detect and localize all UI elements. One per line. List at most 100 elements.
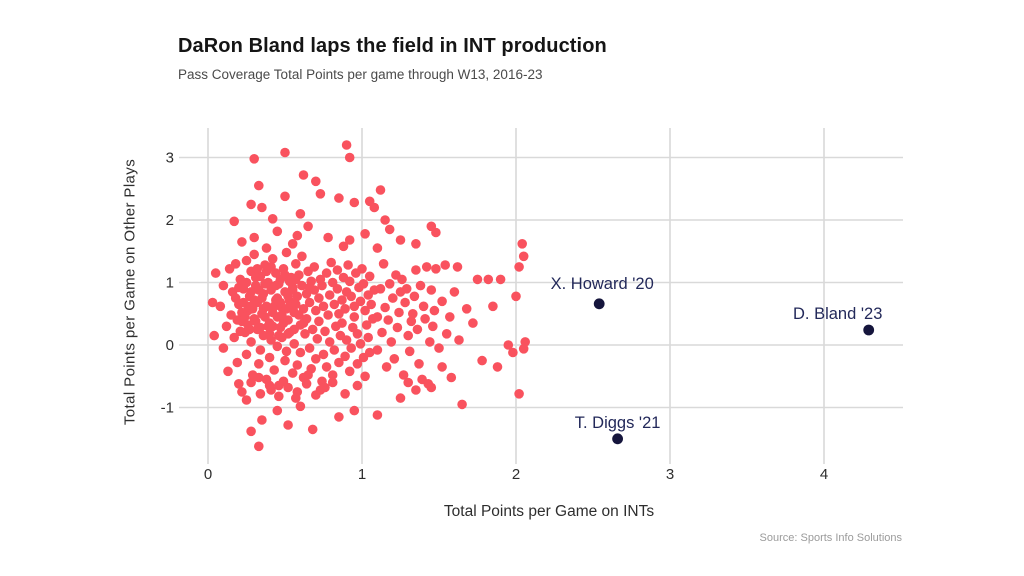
field-point bbox=[400, 297, 410, 308]
field-point bbox=[280, 147, 290, 158]
field-point bbox=[246, 287, 256, 297]
highlighted-point bbox=[612, 433, 623, 445]
field-point bbox=[249, 295, 259, 305]
point-label: X. Howard '20 bbox=[551, 275, 654, 293]
field-point bbox=[287, 239, 298, 249]
field-point bbox=[372, 410, 383, 420]
field-point bbox=[378, 259, 389, 269]
field-point bbox=[283, 420, 293, 430]
field-point bbox=[315, 385, 326, 395]
field-point bbox=[309, 262, 320, 272]
field-point bbox=[218, 343, 229, 353]
field-point bbox=[241, 349, 252, 360]
y-axis-title: Total Points per Game on Other Plays bbox=[121, 158, 139, 426]
field-point bbox=[341, 140, 352, 150]
field-point bbox=[357, 264, 367, 274]
field-point bbox=[291, 299, 301, 310]
field-point bbox=[311, 354, 321, 364]
field-point bbox=[341, 335, 352, 345]
field-point bbox=[503, 340, 514, 350]
field-point bbox=[209, 330, 219, 341]
field-point bbox=[412, 324, 423, 335]
field-point bbox=[397, 274, 407, 285]
field-point bbox=[207, 297, 218, 308]
field-point bbox=[234, 282, 244, 293]
field-point bbox=[472, 274, 483, 285]
field-point bbox=[281, 304, 292, 314]
field-point bbox=[398, 370, 409, 380]
field-point bbox=[241, 277, 252, 288]
field-point bbox=[267, 321, 278, 332]
chart-title: DaRon Bland laps the field in INT produc… bbox=[178, 35, 607, 57]
field-point bbox=[295, 209, 306, 219]
x-axis-title: Total Points per Game on INTs bbox=[443, 503, 655, 520]
field-point bbox=[315, 189, 326, 199]
field-point bbox=[250, 316, 261, 327]
field-point bbox=[223, 366, 233, 377]
field-point bbox=[266, 385, 276, 395]
highlighted-point bbox=[593, 298, 605, 310]
field-point bbox=[229, 216, 239, 227]
field-point bbox=[317, 280, 327, 291]
field-point bbox=[246, 337, 256, 347]
field-point bbox=[518, 344, 529, 354]
field-point bbox=[312, 334, 323, 344]
field-point bbox=[307, 424, 318, 435]
field-point bbox=[344, 152, 355, 163]
field-point bbox=[320, 326, 330, 337]
field-point bbox=[406, 316, 417, 327]
field-point bbox=[508, 347, 518, 358]
field-point bbox=[384, 279, 395, 289]
point-label: T. Diggs '21 bbox=[575, 414, 661, 432]
field-point bbox=[218, 280, 229, 291]
field-point bbox=[441, 329, 452, 339]
field-point bbox=[230, 293, 241, 303]
field-point bbox=[340, 351, 350, 362]
field-point bbox=[394, 307, 404, 318]
field-point bbox=[260, 312, 270, 322]
field-point bbox=[255, 345, 266, 355]
field-point bbox=[468, 318, 478, 328]
field-point bbox=[514, 262, 524, 272]
field-point bbox=[258, 304, 269, 314]
field-point bbox=[352, 329, 363, 339]
field-point bbox=[349, 197, 360, 208]
field-point bbox=[253, 372, 264, 383]
field-point bbox=[301, 379, 312, 389]
field-point bbox=[364, 347, 375, 358]
field-point bbox=[287, 285, 298, 295]
field-point bbox=[483, 274, 494, 285]
field-point bbox=[257, 293, 267, 303]
field-point bbox=[255, 389, 266, 399]
field-point bbox=[352, 359, 363, 369]
field-point bbox=[240, 312, 250, 322]
field-point bbox=[384, 224, 395, 235]
field-point bbox=[318, 301, 329, 312]
field-point bbox=[454, 335, 464, 345]
field-point bbox=[264, 352, 275, 363]
field-point bbox=[337, 318, 347, 328]
field-point bbox=[344, 276, 355, 287]
field-point bbox=[440, 260, 451, 270]
field-point bbox=[291, 274, 301, 285]
field-point bbox=[323, 310, 333, 320]
field-point bbox=[267, 214, 278, 224]
field-point bbox=[334, 193, 344, 203]
field-point bbox=[411, 265, 421, 275]
field-point bbox=[372, 312, 383, 322]
field-point bbox=[426, 285, 437, 295]
field-point bbox=[246, 426, 256, 437]
field-point bbox=[360, 305, 370, 316]
field-point bbox=[215, 301, 226, 312]
field-point bbox=[358, 279, 369, 289]
field-point bbox=[294, 310, 304, 320]
field-point bbox=[292, 230, 303, 241]
field-point bbox=[329, 345, 340, 355]
field-point bbox=[298, 318, 309, 328]
y-tick-label: -1 bbox=[161, 400, 174, 417]
source-credit: Source: Sports Info Solutions bbox=[759, 532, 902, 544]
field-point bbox=[488, 301, 498, 312]
field-point bbox=[340, 389, 350, 399]
field-point bbox=[404, 346, 415, 357]
field-point bbox=[292, 360, 303, 370]
